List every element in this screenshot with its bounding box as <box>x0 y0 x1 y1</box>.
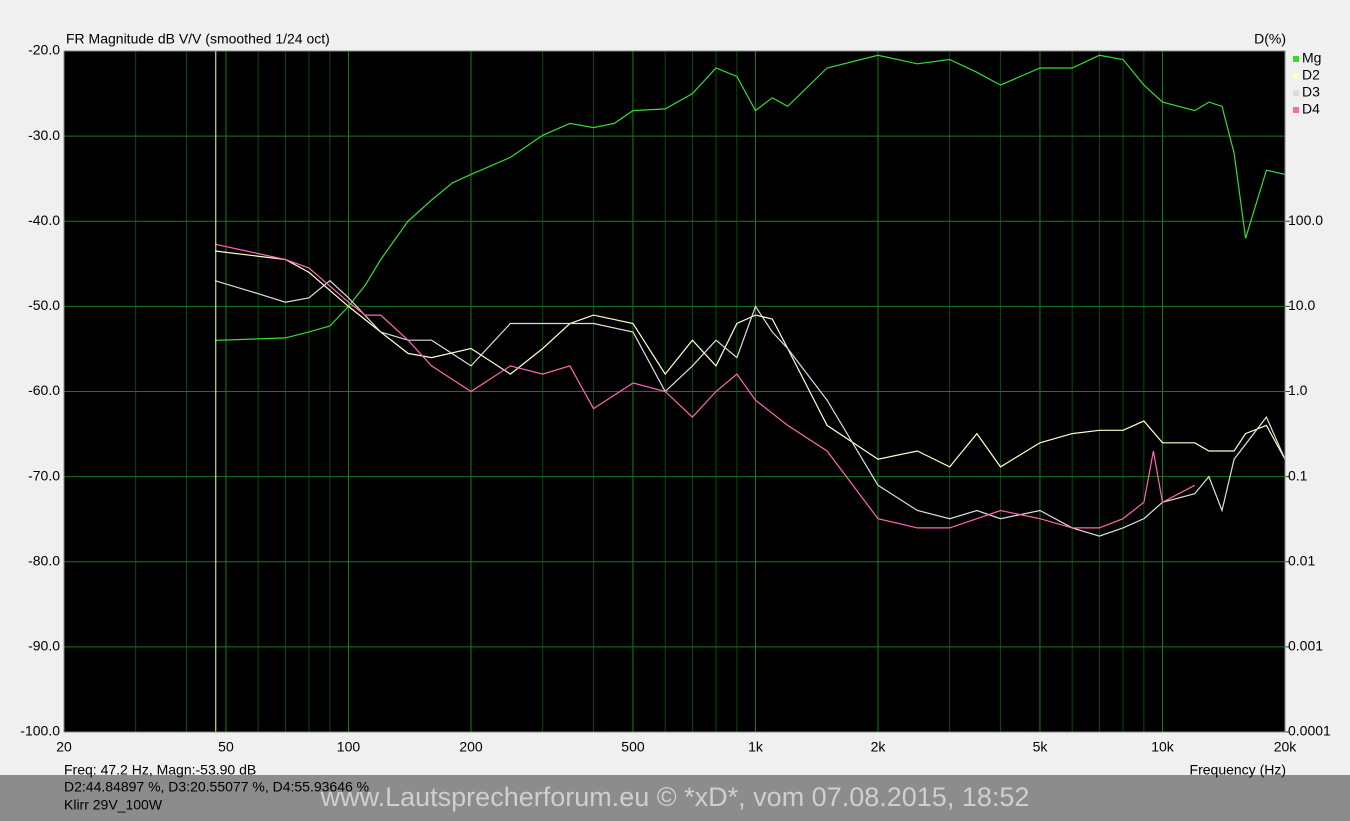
x-tick-label: 2k <box>871 739 887 755</box>
x-tick-label: 200 <box>459 739 483 755</box>
chart-title: FR Magnitude dB V/V (smoothed 1/24 oct) <box>66 31 330 47</box>
y2-tick-label: 0.001 <box>1288 638 1323 654</box>
legend-label: D2 <box>1302 67 1320 83</box>
y-tick-label: -90.0 <box>28 638 60 654</box>
legend-label: D4 <box>1302 101 1320 117</box>
y-tick-label: -50.0 <box>28 297 60 313</box>
x-tick-label: 100 <box>337 739 361 755</box>
y-tick-label: -20.0 <box>28 42 60 58</box>
legend-label: Mg <box>1302 50 1321 66</box>
data-line <box>214 54 1286 341</box>
y2-tick-label: 1.0 <box>1288 382 1308 398</box>
x-tick-label: 10k <box>1151 739 1175 755</box>
y-tick-label: -80.0 <box>28 552 60 568</box>
legend-swatch <box>1293 56 1299 62</box>
plot-frame <box>63 50 1286 733</box>
readout-line: D2:44.84897 %, D3:20.55077 %, D4:55.9364… <box>64 779 369 795</box>
y2-tick-label: 0.01 <box>1288 552 1315 568</box>
legend-swatch <box>1293 107 1299 113</box>
footer-band <box>0 775 1350 821</box>
x-tick-label: 50 <box>218 739 234 755</box>
y-tick-label: -70.0 <box>28 467 60 483</box>
data-line <box>214 279 1286 537</box>
data-line <box>214 243 1195 529</box>
legend-label: D3 <box>1302 84 1320 100</box>
x-tick-label: 1k <box>748 739 764 755</box>
data-line <box>214 250 1286 468</box>
legend-swatch <box>1293 73 1299 79</box>
x-tick-label: 5k <box>1033 739 1049 755</box>
y2-tick-label: 10.0 <box>1288 297 1315 313</box>
x-tick-label: 20 <box>56 739 72 755</box>
y2-label: D(%) <box>1254 31 1286 47</box>
y-tick-label: -60.0 <box>28 382 60 398</box>
x-tick-label: 500 <box>621 739 645 755</box>
y-tick-label: -40.0 <box>28 212 60 228</box>
watermark: www.Lautsprecherforum.eu © *xD*, vom 07.… <box>320 782 1030 812</box>
y-tick-label: -100.0 <box>20 723 60 739</box>
readout-line: Klirr 29V_100W <box>64 797 163 813</box>
y2-tick-label: 100.0 <box>1288 212 1323 228</box>
readout-line: Freq: 47.2 Hz, Magn:-53.90 dB <box>64 762 256 778</box>
y2-tick-label: 0.0001 <box>1288 723 1331 739</box>
legend-swatch <box>1293 90 1299 96</box>
y-tick-label: -30.0 <box>28 127 60 143</box>
x-label: Frequency (Hz) <box>1190 762 1286 778</box>
y2-tick-label: 0.1 <box>1288 467 1308 483</box>
x-tick-label: 20k <box>1274 739 1298 755</box>
